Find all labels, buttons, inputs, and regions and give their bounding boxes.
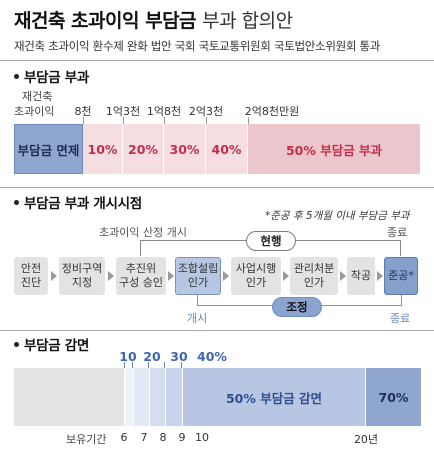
tick-1-3: 1억3천	[105, 105, 141, 118]
reduction-seg-20	[133, 368, 149, 426]
arrow-icon	[168, 271, 174, 281]
title-bold: 재건축 초과이익 부담금	[14, 10, 197, 32]
divider	[0, 187, 434, 188]
year-20: 20년	[353, 433, 379, 446]
reduction-30: 30	[170, 349, 188, 364]
step-completion: 준공*	[384, 257, 418, 295]
segment-40: 40%	[206, 124, 248, 174]
adjusted-start-label: 개시	[187, 312, 208, 325]
reduction-seg-40	[165, 368, 182, 426]
tick-line	[132, 362, 133, 368]
tick-line	[206, 117, 207, 124]
section-title-levy: 부담금 부과	[14, 66, 89, 86]
year-8: 8	[159, 431, 167, 444]
reduction-seg-10	[124, 368, 133, 426]
reduction-10: 10	[119, 349, 137, 364]
step-committee: 추진위 구성 승인	[116, 257, 166, 295]
tick-line	[181, 362, 182, 368]
section-title-reduction: 부담금 감면	[14, 334, 89, 354]
tick-line	[148, 362, 149, 368]
excess-profit-label-2: 초과이익	[14, 105, 55, 118]
bullet-icon	[14, 73, 19, 79]
step-safety-check: 안전 진단	[14, 257, 48, 295]
step-association: 조합설립 인가	[175, 257, 221, 295]
tick-1-8: 1억8천	[146, 105, 182, 118]
step-construction: 착공	[347, 257, 375, 295]
adjusted-end-label: 종료	[390, 312, 411, 325]
arrow-icon	[108, 271, 114, 281]
reduction-seg-70: 70%	[365, 368, 421, 426]
arrow-icon	[340, 271, 346, 281]
tick-2-8: 2억8천만원	[244, 105, 300, 118]
bullet-icon	[14, 341, 19, 347]
current-pill: 현행	[246, 231, 296, 251]
tick-line	[123, 117, 124, 124]
reduction-40: 40%	[197, 349, 227, 364]
adjusted-pill: 조정	[272, 297, 322, 317]
title-light: 부과 합의안	[202, 10, 293, 32]
footnote: *준공 후 5개월 이내 부담금 부과	[265, 210, 410, 222]
step-district: 정비구역 지정	[59, 257, 105, 295]
tick-line	[164, 362, 165, 368]
segment-50: 50% 부담금 부과	[248, 124, 420, 174]
segment-20: 20%	[123, 124, 164, 174]
step-disposal: 관리처분 인가	[290, 257, 338, 295]
reduction-20: 20	[143, 349, 161, 364]
bullet-icon	[14, 199, 19, 205]
tick-8k: 8천	[74, 105, 92, 118]
arrow-icon	[223, 271, 229, 281]
excess-profit-label-1: 재건축	[22, 90, 53, 103]
arrow-icon	[283, 271, 289, 281]
holding-period-label: 보유기간	[66, 433, 107, 446]
end-label-top: 종료	[387, 226, 408, 239]
page-subtitle: 재건축 초과이익 환수제 완화 법안 국회 국토교통위원회 국토법안소위원회 통…	[14, 39, 381, 53]
calc-start-label: 초과이익 산정 개시	[99, 226, 187, 239]
no-reduction-segment	[14, 368, 124, 426]
tick-line	[124, 362, 125, 368]
year-9: 9	[178, 431, 186, 444]
segment-30: 30%	[164, 124, 206, 174]
section-title-start-point: 부담금 부과 개시시점	[14, 192, 142, 212]
reduction-seg-50: 50% 부담금 감면	[182, 368, 365, 426]
tick-line	[83, 117, 84, 124]
tick-line	[248, 117, 249, 124]
divider	[0, 330, 434, 331]
segment-10: 10%	[83, 124, 123, 174]
year-10: 10	[195, 431, 209, 444]
page-title: 재건축 초과이익 부담금 부과 합의안	[14, 6, 293, 33]
tick-line	[164, 117, 165, 124]
arrow-icon	[377, 271, 383, 281]
segment-exempt: 부담금 면제	[14, 124, 83, 174]
step-project: 사업시행 인가	[231, 257, 281, 295]
divider	[0, 60, 434, 61]
year-6: 6	[120, 431, 128, 444]
arrow-icon	[51, 271, 57, 281]
reduction-seg-30	[149, 368, 165, 426]
year-7: 7	[140, 431, 148, 444]
tick-2-3: 2억3천	[188, 105, 224, 118]
